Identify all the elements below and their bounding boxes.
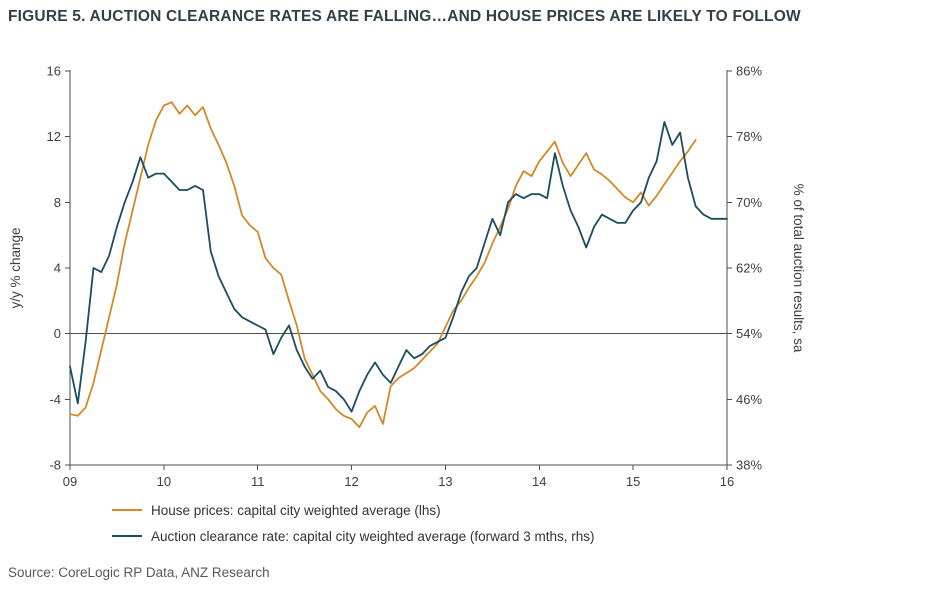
series-line-clearance-rate: [69, 121, 728, 413]
x-tick-label: 13: [438, 474, 452, 489]
lhs-tick-label: -8: [49, 458, 61, 473]
x-tick-label: 16: [720, 474, 734, 489]
x-tick-label: 15: [626, 474, 640, 489]
lhs-tick-label: 4: [54, 261, 61, 276]
lhs-tick-label: 16: [47, 64, 61, 79]
clearance-rate-line-swatch: [112, 535, 142, 537]
rhs-tick-label: 46%: [736, 392, 762, 407]
x-tick-label: 11: [251, 474, 265, 489]
legend-item-house-prices: House prices: capital city weighted aver…: [112, 499, 594, 521]
rhs-tick-label: 78%: [736, 129, 762, 144]
lhs-tick-label: 8: [54, 195, 61, 210]
source-note: Source: CoreLogic RP Data, ANZ Research: [8, 565, 270, 580]
rhs-axis-title: % of total auction results, sa: [791, 184, 806, 353]
figure-title: FIGURE 5. AUCTION CLEARANCE RATES ARE FA…: [8, 8, 801, 25]
rhs-tick-label: 70%: [736, 195, 762, 210]
legend-label-clearance-rate: Auction clearance rate: capital city wei…: [151, 528, 595, 544]
x-tick-label: 10: [157, 474, 171, 489]
x-tick-label: 12: [344, 474, 358, 489]
series-line-house-prices: [69, 101, 697, 429]
lhs-tick-label: 12: [47, 129, 61, 144]
house-prices-line-swatch: [112, 509, 142, 511]
x-tick-label: 14: [532, 474, 546, 489]
lhs-tick-label: 0: [54, 326, 61, 341]
rhs-tick-label: 38%: [736, 458, 762, 473]
lhs-tick-label: -4: [49, 392, 61, 407]
rhs-tick-label: 86%: [736, 64, 762, 79]
rhs-tick-label: 62%: [736, 261, 762, 276]
legend-label-house-prices: House prices: capital city weighted aver…: [151, 502, 441, 518]
chart-legend: House prices: capital city weighted aver…: [112, 499, 594, 547]
legend-item-clearance-rate: Auction clearance rate: capital city wei…: [112, 525, 594, 547]
x-tick-label: 09: [63, 474, 77, 489]
rhs-tick-label: 54%: [736, 326, 762, 341]
lhs-axis-title: y/y % change: [8, 227, 23, 308]
